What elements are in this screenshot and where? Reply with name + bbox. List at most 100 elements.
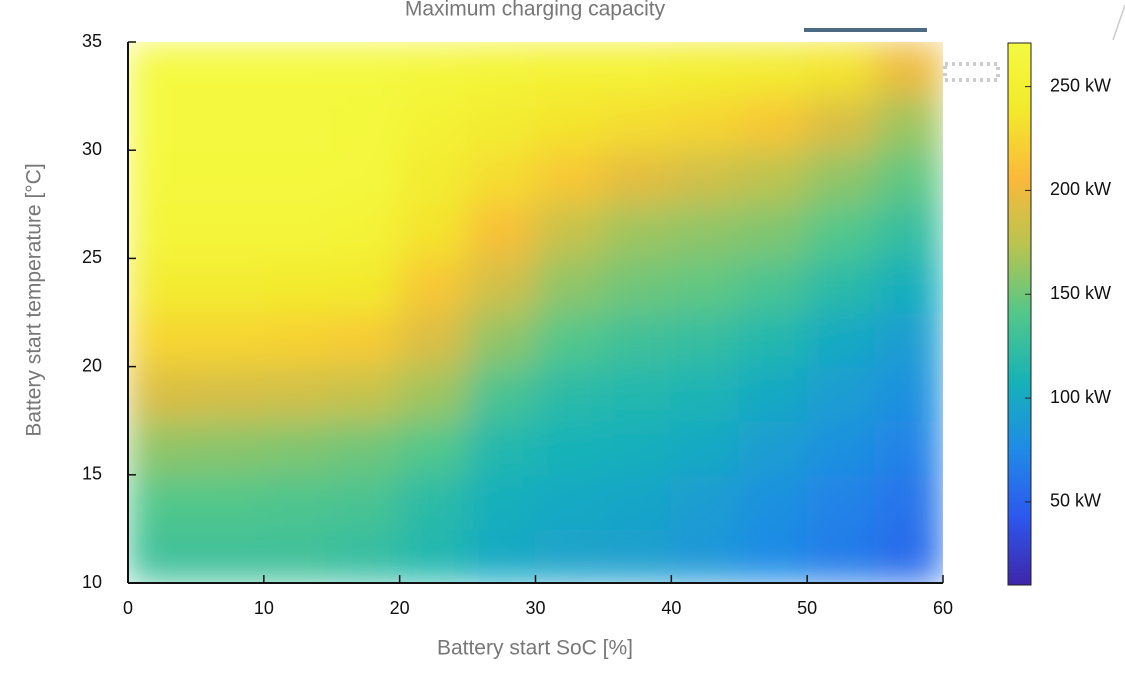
heatmap-cell	[399, 42, 469, 97]
heatmap-cell	[399, 366, 469, 422]
heatmap-cell	[467, 474, 536, 530]
heatmap-cell	[874, 312, 943, 368]
heatmap-cell	[399, 312, 469, 368]
heatmap-cell	[195, 420, 265, 476]
heatmap-cell	[399, 420, 469, 476]
heatmap-cell	[602, 528, 672, 583]
heatmap-cell	[806, 528, 876, 583]
heatmap-cell	[195, 95, 265, 151]
heatmap-cell	[670, 366, 740, 422]
heatmap-cell	[263, 312, 333, 368]
heatmap-cell	[128, 95, 197, 151]
heatmap-cell	[738, 420, 808, 476]
heatmap-cell	[602, 474, 672, 530]
heatmap-cell	[467, 312, 536, 368]
x-tick-label: 20	[390, 598, 410, 618]
heatmap-cell	[874, 420, 943, 476]
heatmap-cell	[874, 528, 943, 583]
heatmap-cell	[535, 257, 604, 313]
heatmap-cell	[874, 474, 943, 530]
heatmap-cell	[738, 257, 808, 313]
y-tick-label: 30	[82, 139, 102, 159]
heatmap-cell	[738, 203, 808, 259]
heatmap-cell	[670, 474, 740, 530]
colorbar-tick-label: 50 kW	[1050, 491, 1101, 511]
heatmap-cell	[670, 312, 740, 368]
heatmap-cell	[602, 203, 672, 259]
heatmap-cell	[195, 42, 265, 97]
heatmap-cell	[467, 149, 536, 205]
heatmap-cell	[535, 42, 604, 97]
heatmap-cell	[874, 149, 943, 205]
colorbar-tick-label: 200 kW	[1050, 179, 1111, 199]
heatmap-cell	[535, 203, 604, 259]
heatmap-cell	[670, 149, 740, 205]
x-tick-label: 60	[933, 598, 953, 618]
heatmap-cell	[195, 203, 265, 259]
heatmap-cell	[602, 42, 672, 97]
heatmap-cell	[738, 312, 808, 368]
heatmap-cell	[874, 203, 943, 259]
heatmap-cell	[738, 366, 808, 422]
heatmap-cell	[128, 474, 197, 530]
heatmap-cell	[670, 42, 740, 97]
heatmap-cell	[263, 474, 333, 530]
heatmap-cell	[806, 474, 876, 530]
heatmap-cell	[128, 312, 197, 368]
heatmap-cell	[263, 257, 333, 313]
heatmap-cells	[128, 42, 943, 583]
heatmap-cell	[195, 474, 265, 530]
heatmap-cell	[331, 366, 401, 422]
heatmap-cell	[263, 42, 333, 97]
heatmap-cell	[602, 257, 672, 313]
heatmap-cell	[670, 420, 740, 476]
heatmap-cell	[263, 203, 333, 259]
heatmap-cell	[128, 528, 197, 583]
y-axis-label: Battery start temperature [°C]	[23, 163, 46, 436]
axes: 10 15 20 25 30 35 0 10 20 30 40 50 60 50 kW 100 kW 150 …	[82, 31, 1111, 618]
heatmap-cell	[467, 366, 536, 422]
heatmap-cell	[535, 149, 604, 205]
heatmap-cell	[738, 528, 808, 583]
heatmap-cell	[738, 42, 808, 97]
heatmap-cell	[806, 420, 876, 476]
heatmap-cell	[670, 95, 740, 151]
heatmap-cell	[602, 149, 672, 205]
heatmap-cell	[806, 149, 876, 205]
heatmap-cell	[602, 366, 672, 422]
heatmap-cell	[602, 420, 672, 476]
heatmap-cell	[467, 420, 536, 476]
heatmap-cell	[535, 95, 604, 151]
heatmap-cell	[399, 528, 469, 583]
heatmap-cell	[738, 149, 808, 205]
heatmap-cell	[399, 149, 469, 205]
heatmap-cell	[331, 257, 401, 313]
heatmap-cell	[602, 312, 672, 368]
heatmap-cell	[128, 203, 197, 259]
heatmap-cell	[874, 366, 943, 422]
heatmap-cell	[331, 528, 401, 583]
y-tick-label: 35	[82, 31, 102, 51]
heatmap-cell	[874, 95, 943, 151]
heatmap-cell	[263, 149, 333, 205]
heatmap-cell	[331, 42, 401, 97]
chart-title: Maximum charging capacity	[405, 0, 666, 21]
heatmap-cell	[670, 257, 740, 313]
heatmap-cell	[195, 528, 265, 583]
heatmap-cell	[806, 42, 876, 97]
heatmap-cell	[602, 95, 672, 151]
heatmap-cell	[263, 366, 333, 422]
heatmap-cell	[467, 528, 536, 583]
y-tick-label: 20	[82, 355, 102, 375]
heatmap-cell	[128, 257, 197, 313]
heatmap-cell	[195, 257, 265, 313]
heatmap-cell	[195, 312, 265, 368]
heatmap-cell	[399, 474, 469, 530]
heatmap-cell	[738, 95, 808, 151]
decoration	[943, 62, 1000, 82]
heatmap-cell	[806, 203, 876, 259]
heatmap-cell	[806, 366, 876, 422]
heatmap-cell	[535, 474, 604, 530]
heatmap-cell	[806, 257, 876, 313]
